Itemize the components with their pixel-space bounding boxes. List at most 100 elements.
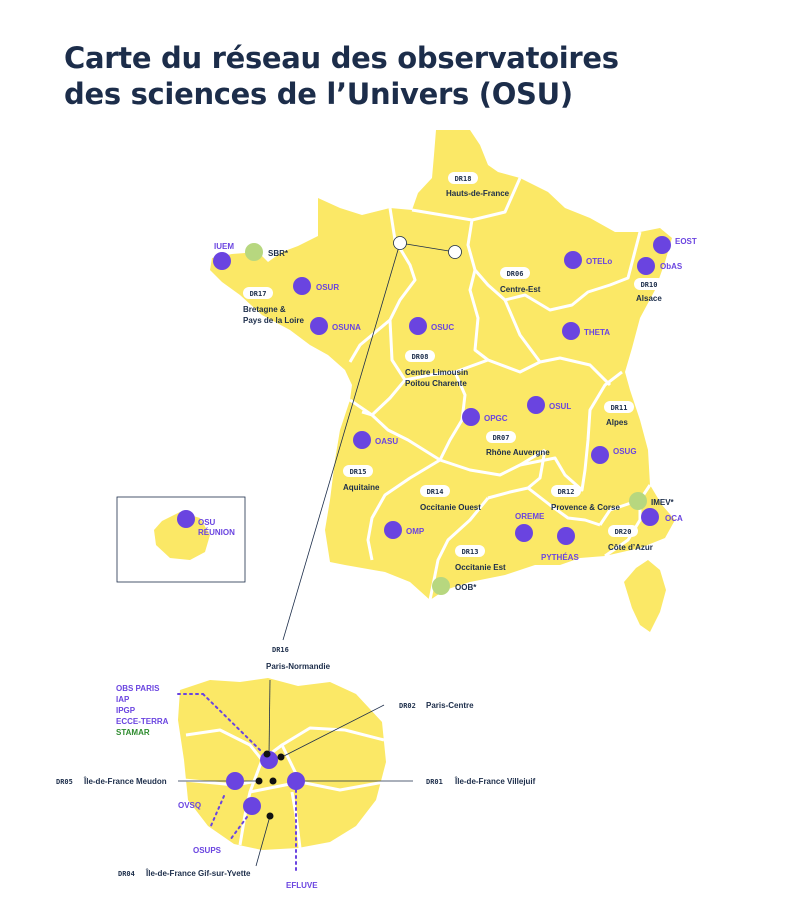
paris-inset: DR16 Paris-Normandie DR02 Paris-Centre D… (56, 646, 536, 890)
observatory-oob[interactable]: OOB* (432, 577, 477, 595)
observatory-label: ObAS (660, 262, 683, 271)
reunion-inset-frame (116, 496, 246, 583)
observatory-eost[interactable]: EOST (653, 236, 697, 254)
observatory-osur[interactable]: OSUR (293, 277, 339, 295)
observatory-ovsq[interactable] (226, 772, 244, 790)
observatory-osu-reunion[interactable] (177, 510, 195, 528)
region-code: DR12 (558, 488, 575, 496)
region-dr07: DR07 Rhône Auvergne (486, 431, 550, 457)
idf-dr05-code: DR05 (56, 778, 73, 786)
region-name: Occitanie Ouest (420, 503, 481, 512)
paris-locator (282, 236, 462, 641)
observatory-label: THETA (584, 328, 610, 337)
observatory-osuc[interactable]: OSUC (409, 317, 454, 335)
observatory-osups[interactable] (243, 797, 261, 815)
observatory-label: OPGC (484, 414, 508, 423)
observatory-label: IUEM (214, 242, 234, 251)
region-code: DR11 (611, 404, 628, 412)
reunion-label-line-2: RÉUNION (198, 528, 235, 537)
observatory-obas[interactable]: ObAS (637, 257, 683, 275)
observatory-osuna[interactable]: OSUNA (310, 317, 361, 335)
paris-locator-dot (448, 245, 462, 259)
region-dr06: DR06 Centre-Est (500, 267, 541, 294)
region-dr20: DR20 Côte d’Azur (608, 525, 653, 552)
region-dr14: DR14 Occitanie Ouest (420, 485, 481, 512)
region-borders (348, 177, 652, 601)
page-title-line-2: des sciences de l’Univers (OSU) (64, 77, 573, 111)
page-title-line-1: Carte du réseau des observatoires (64, 41, 619, 75)
region-dr10: DR10 Alsace (634, 278, 664, 303)
ovsq-label: OVSQ (178, 801, 201, 810)
observatory-label: EOST (675, 237, 697, 246)
observatory-label: OREME (515, 512, 545, 521)
observatory-sbr[interactable]: SBR* (245, 243, 289, 261)
observatory-label: OASU (375, 437, 398, 446)
observatory-osug[interactable]: OSUG (591, 446, 637, 464)
region-dr12: DR12 Provence & Corse (551, 485, 620, 512)
france-land (210, 130, 675, 600)
observatory-label: OTELo (586, 257, 612, 266)
observatory-otelo[interactable]: OTELo (564, 251, 612, 269)
region-name: Rhône Auvergne (486, 448, 550, 457)
observatory-label: OSUR (316, 283, 339, 292)
idf-dr01-name: Île-de-France Villejuif (454, 777, 536, 786)
paris-partner-label: STAMAR (116, 728, 150, 737)
observatory-label: OOB* (455, 583, 477, 592)
region-code: DR15 (350, 468, 367, 476)
region-dr11: DR11 Alpes (604, 401, 634, 427)
reunion-inset: OSU RÉUNION (116, 496, 246, 583)
region-name: Centre Limousin (405, 368, 468, 377)
paris-group-label: IAP (116, 695, 130, 704)
observatory-oreme[interactable]: OREME (515, 512, 545, 542)
observatory-label: OSUL (549, 402, 571, 411)
paris-group-label: ECCE-TERRA (116, 717, 169, 726)
observatory-markers: IUEM SBR* OSUR OSUNA OSUC OTELo (213, 236, 697, 595)
observatory-theta[interactable]: THETA (562, 322, 610, 340)
region-labels: DR18 Hauts-de-France DR06 Centre-Est DR1… (243, 172, 664, 572)
observatory-label: OMP (406, 527, 425, 536)
reunion-island (154, 512, 210, 560)
observatory-pytheas[interactable]: PYTHÉAS (541, 527, 579, 562)
observatory-iuem[interactable]: IUEM (213, 242, 234, 270)
idf-dr-dot (263, 750, 271, 758)
observatory-oasu[interactable]: OASU (353, 431, 398, 449)
idf-dr04-name: Île-de-France Gif-sur-Yvette (145, 869, 251, 878)
observatory-omp[interactable]: OMP (384, 521, 425, 539)
observatory-label: OSUC (431, 323, 454, 332)
region-name: Bretagne & (243, 305, 286, 314)
idf-dr02-code: DR02 (399, 702, 416, 710)
paris-locator-dot (393, 236, 407, 250)
observatory-oca[interactable]: OCA (641, 508, 683, 526)
region-code: DR13 (462, 548, 479, 556)
observatory-label: SBR* (268, 249, 289, 258)
observatory-label: OSUG (613, 447, 637, 456)
paris-group-label: IPGP (116, 706, 136, 715)
osups-label: OSUPS (193, 846, 222, 855)
region-code: DR07 (493, 434, 510, 442)
idf-dotted-lines (177, 693, 297, 871)
region-name: Aquitaine (343, 483, 380, 492)
idf-leader-lines (178, 679, 413, 867)
region-code: DR17 (250, 290, 267, 298)
observatory-osul[interactable]: OSUL (527, 396, 571, 414)
region-dr18: DR18 Hauts-de-France (446, 172, 510, 198)
observatory-imev[interactable]: IMEV* (629, 492, 675, 510)
idf-land (178, 678, 386, 850)
efluve-label: EFLUVE (286, 881, 318, 890)
region-dr13: DR13 Occitanie Est (455, 545, 506, 572)
page-title: Carte du réseau des observatoires des sc… (64, 40, 619, 112)
reunion-label-line-1: OSU (198, 518, 216, 527)
observatory-opgc[interactable]: OPGC (462, 408, 508, 426)
idf-dr04-code: DR04 (118, 870, 135, 878)
region-name: Provence & Corse (551, 503, 620, 512)
observatory-label: OCA (665, 514, 683, 523)
idf-dr01-code: DR01 (426, 778, 443, 786)
region-name-line-2: Poitou Charente (405, 379, 467, 388)
idf-dr05-name: Île-de-France Meudon (83, 777, 167, 786)
observatory-efluve[interactable] (287, 772, 305, 790)
idf-dr-dot (255, 777, 263, 785)
region-code: DR10 (641, 281, 658, 289)
idf-dr-dot (266, 812, 274, 820)
region-name: Occitanie Est (455, 563, 506, 572)
